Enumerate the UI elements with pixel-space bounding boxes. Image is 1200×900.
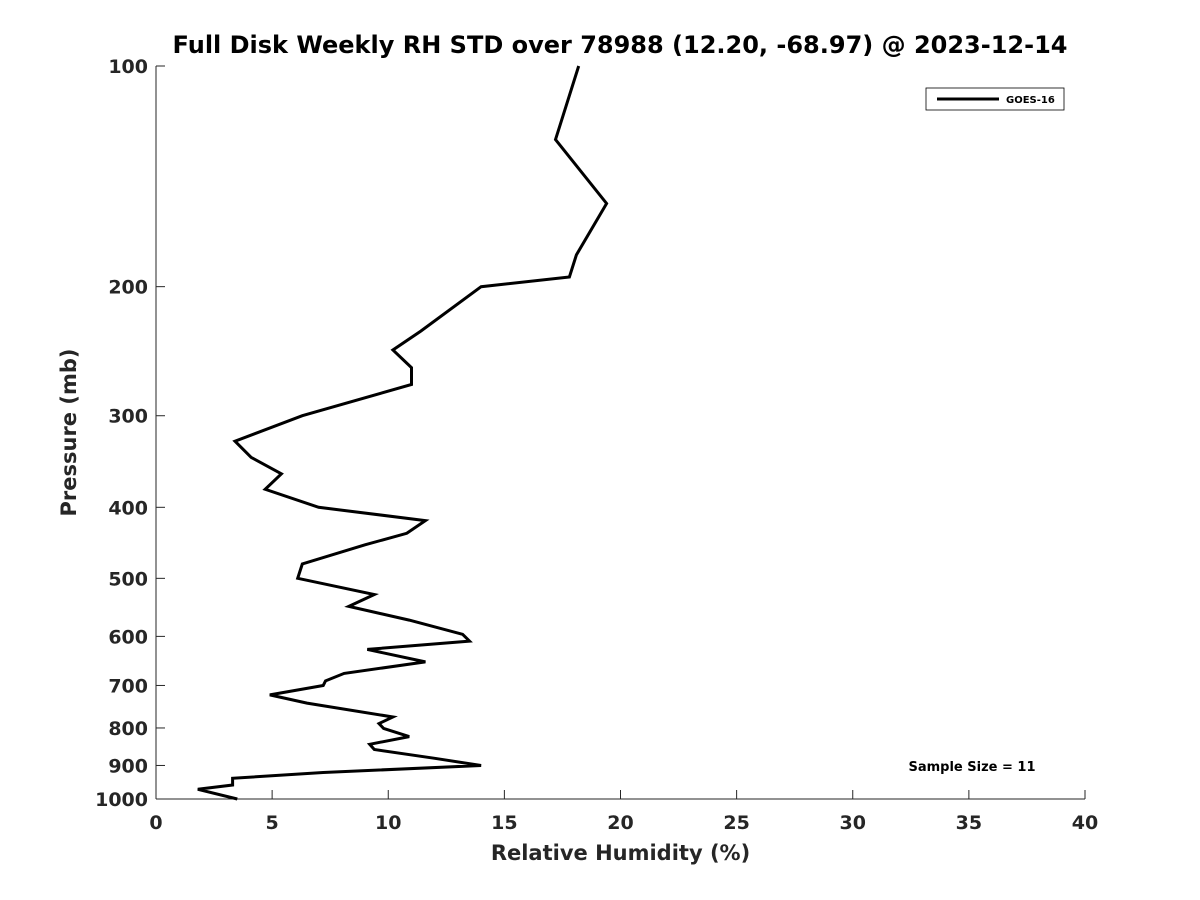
series-layer [197, 65, 609, 801]
x-tick-label: 35 [956, 812, 982, 834]
x-tick-label: 15 [491, 812, 517, 834]
x-tick-label: 20 [607, 812, 633, 834]
y-axis-label: Pressure (mb) [57, 349, 81, 517]
sample-size-annotation: Sample Size = 11 [908, 760, 1035, 775]
y-axis-ticks: 100 200 300 400 500 600 700 800 900 1000 [95, 56, 165, 811]
y-tick-label: 700 [108, 675, 148, 697]
x-tick-label: 10 [375, 812, 401, 834]
legend-label: GOES-16 [1006, 95, 1055, 106]
x-tick-label: 0 [149, 812, 162, 834]
x-axis-ticks: 0 5 10 15 20 25 30 35 40 [149, 790, 1098, 834]
y-tick-label: 1000 [95, 789, 148, 811]
y-tick-label: 900 [108, 755, 148, 777]
legend: GOES-16 [925, 87, 1065, 111]
y-tick-label: 500 [108, 568, 148, 590]
x-tick-label: 30 [840, 812, 866, 834]
y-tick-label: 800 [108, 718, 148, 740]
plot-area: 0 5 10 15 20 25 30 35 40 100 200 300 400 500 600 700 80… [95, 56, 1098, 834]
y-tick-label: 300 [108, 406, 148, 428]
x-tick-label: 5 [266, 812, 279, 834]
y-tick-label: 100 [108, 56, 148, 78]
x-tick-label: 25 [723, 812, 749, 834]
x-tick-label: 40 [1072, 812, 1098, 834]
y-tick-label: 600 [108, 626, 148, 648]
y-tick-label: 200 [108, 277, 148, 299]
x-axis-label: Relative Humidity (%) [491, 841, 750, 865]
y-tick-label: 400 [108, 497, 148, 519]
chart-title: Full Disk Weekly RH STD over 78988 (12.2… [173, 31, 1068, 59]
series-line-goes-16 [197, 65, 609, 801]
